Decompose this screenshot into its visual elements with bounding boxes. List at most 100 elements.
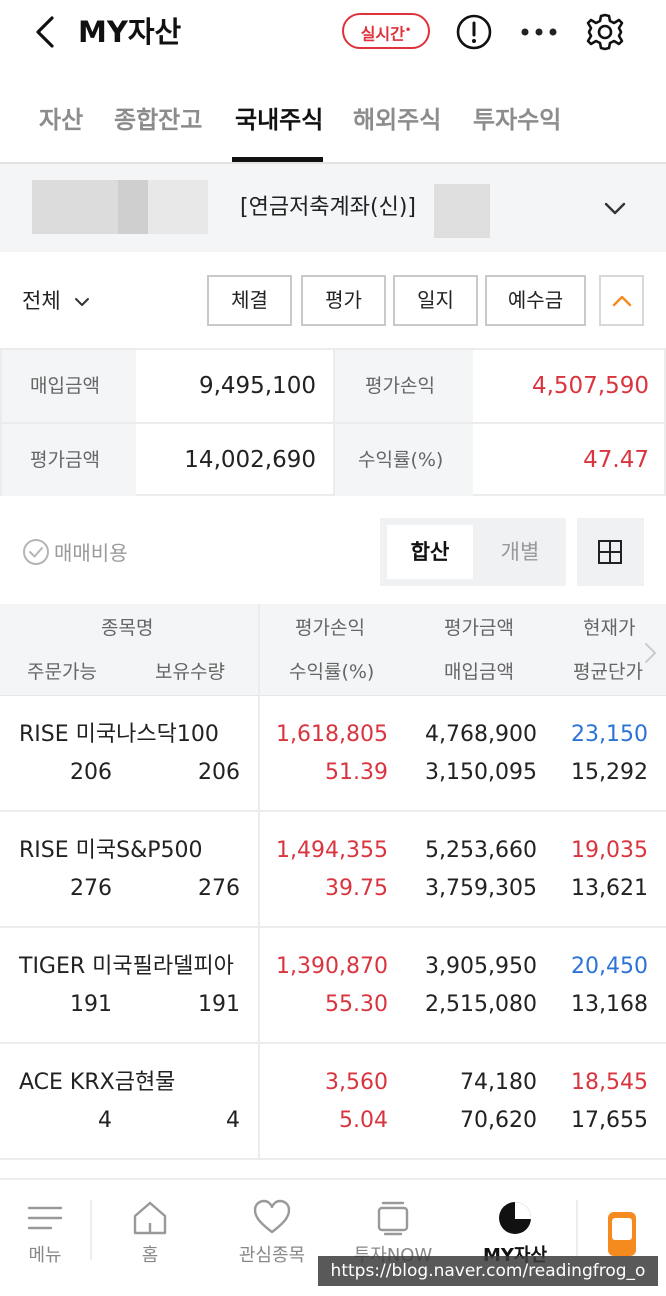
realtime-label: 실시간 bbox=[360, 24, 405, 44]
chevron-up-icon bbox=[612, 295, 632, 307]
blog-watermark: https://blog.naver.com/readingfrog_o bbox=[318, 1256, 658, 1286]
purchase-amount-label: 매입금액 bbox=[2, 350, 136, 422]
nav-separator bbox=[576, 1200, 578, 1260]
purchase-amount-value: 9,495,100 bbox=[198, 373, 316, 399]
realtime-dot: • bbox=[404, 25, 412, 36]
nav-menu[interactable]: 메뉴 bbox=[0, 1180, 90, 1296]
holdings-table-header: 종목명 주문가능 보유수량 평가손익 수익률(%) 평가금액 매입금액 현재가 … bbox=[0, 604, 666, 696]
masked-account-owner bbox=[32, 180, 118, 234]
eval-pl-value: 4,507,590 bbox=[531, 373, 649, 399]
chevron-right-icon[interactable] bbox=[640, 638, 660, 668]
nav-watchlist[interactable]: 관심종목 bbox=[218, 1180, 326, 1296]
journal-button[interactable]: 일지 bbox=[393, 275, 478, 326]
stock-name: ACE KRX금현물 bbox=[19, 1070, 176, 1095]
aggregate-combined-option[interactable]: 합산 bbox=[387, 525, 473, 579]
evaluation-button[interactable]: 평가 bbox=[301, 275, 386, 326]
avg-price: 13,621 bbox=[571, 876, 648, 901]
purchase-amount: 2,515,080 bbox=[425, 992, 537, 1017]
holding-row[interactable]: RISE 미국S&P500 276 276 1,494,355 39.75 5,253,6… bbox=[0, 812, 666, 928]
nav-app-shortcut[interactable] bbox=[586, 1180, 666, 1296]
eval-pl-label: 평가손익 bbox=[333, 350, 473, 422]
deposit-button[interactable]: 예수금 bbox=[485, 275, 586, 326]
header-purchase-amount: 매입금액 bbox=[444, 661, 514, 683]
avg-price: 17,655 bbox=[571, 1108, 648, 1133]
summary-panel: 매입금액 9,495,100 평가손익 4,507,590 평가금액 14,00… bbox=[0, 348, 666, 496]
account-selector[interactable]: [연금저축계좌(신)] bbox=[0, 164, 666, 252]
tab-bar: 자산 종합잔고 국내주식 해외주식 투자수익 bbox=[0, 78, 666, 164]
masked-account-owner-part bbox=[118, 180, 148, 234]
current-price: 23,150 bbox=[571, 722, 648, 747]
executions-button[interactable]: 체결 bbox=[207, 275, 292, 326]
invest-now-icon bbox=[377, 1201, 409, 1236]
nav-separator bbox=[90, 1200, 92, 1260]
avg-price: 13,168 bbox=[571, 992, 648, 1017]
tab-overseas-stocks[interactable]: 해외주식 bbox=[353, 106, 442, 134]
eval-pl: 1,390,870 bbox=[276, 954, 388, 979]
check-circle-icon bbox=[23, 539, 49, 565]
holding-row[interactable]: TIGER 미국필라델피아 191 191 1,390,870 55.30 3,905,9… bbox=[0, 928, 666, 1044]
pie-chart-icon bbox=[499, 1202, 531, 1234]
alert-icon[interactable] bbox=[454, 12, 494, 52]
eval-amount-value: 14,002,690 bbox=[184, 447, 316, 473]
return-rate: 39.75 bbox=[325, 876, 388, 901]
more-icon[interactable] bbox=[519, 12, 559, 52]
return-rate: 55.30 bbox=[325, 992, 388, 1017]
filter-label: 전체 bbox=[22, 289, 61, 313]
active-tab-indicator bbox=[232, 157, 323, 162]
grid-icon bbox=[598, 540, 622, 564]
return-rate-label: 수익률(%) bbox=[333, 424, 473, 496]
stock-name: RISE 미국S&P500 bbox=[19, 838, 203, 863]
eval-pl: 3,560 bbox=[325, 1070, 388, 1095]
realtime-button[interactable]: 실시간• bbox=[342, 13, 430, 49]
purchase-amount: 3,150,095 bbox=[425, 760, 537, 785]
masked-account-suffix bbox=[434, 184, 490, 238]
header-current-price: 현재가 bbox=[583, 617, 636, 639]
header-avg-price: 평균단가 bbox=[573, 661, 643, 683]
eval-amount: 4,768,900 bbox=[425, 722, 537, 747]
header-orderable: 주문가능 bbox=[27, 661, 97, 683]
stock-name: RISE 미국나스닥100 bbox=[19, 722, 219, 747]
eval-pl: 1,494,355 bbox=[276, 838, 388, 863]
tab-total-balance[interactable]: 종합잔고 bbox=[114, 106, 203, 134]
chevron-down-icon[interactable] bbox=[600, 194, 630, 224]
purchase-amount: 3,759,305 bbox=[425, 876, 537, 901]
purchase-amount: 70,620 bbox=[460, 1108, 537, 1133]
aggregate-toggle: 합산 개별 bbox=[380, 518, 566, 586]
return-rate-value: 47.47 bbox=[583, 447, 649, 473]
heart-icon bbox=[253, 1199, 291, 1234]
aggregate-individual-option[interactable]: 개별 bbox=[500, 540, 540, 564]
back-arrow-icon[interactable] bbox=[30, 12, 60, 52]
filter-dropdown[interactable]: 전체 bbox=[22, 286, 91, 316]
header-eval-amount: 평가금액 bbox=[444, 617, 514, 639]
holding-qty: 191 bbox=[198, 992, 240, 1017]
chevron-down-icon bbox=[75, 298, 90, 306]
nav-menu-label: 메뉴 bbox=[28, 1245, 62, 1266]
view-toggle-button[interactable] bbox=[577, 518, 644, 586]
eval-amount-label: 평가금액 bbox=[2, 424, 136, 496]
tab-investment-returns[interactable]: 투자수익 bbox=[473, 106, 562, 134]
holding-qty: 276 bbox=[198, 876, 240, 901]
orderable-qty: 191 bbox=[70, 992, 112, 1017]
gear-icon[interactable] bbox=[585, 12, 625, 52]
current-price: 18,545 bbox=[571, 1070, 648, 1095]
orderable-qty: 206 bbox=[70, 760, 112, 785]
header-eval-pl: 평가손익 bbox=[295, 617, 365, 639]
avg-price: 15,292 bbox=[571, 760, 648, 785]
nav-home[interactable]: 홈 bbox=[100, 1180, 200, 1296]
holding-row[interactable]: RISE 미국나스닥100 206 206 1,618,805 51.39 4,768,9… bbox=[0, 696, 666, 812]
tab-domestic-stocks[interactable]: 국내주식 bbox=[235, 106, 324, 134]
eval-amount: 5,253,660 bbox=[425, 838, 537, 863]
eval-amount: 74,180 bbox=[460, 1070, 537, 1095]
masked-account-number bbox=[148, 180, 208, 234]
summary-divider bbox=[2, 422, 666, 424]
tab-assets[interactable]: 자산 bbox=[39, 106, 84, 134]
nav-watchlist-label: 관심종목 bbox=[238, 1245, 306, 1266]
collapse-button[interactable] bbox=[599, 275, 644, 326]
home-icon bbox=[133, 1201, 167, 1235]
column-divider bbox=[258, 604, 260, 1160]
holding-qty: 4 bbox=[226, 1108, 240, 1133]
eval-amount: 3,905,950 bbox=[425, 954, 537, 979]
menu-icon bbox=[27, 1206, 63, 1230]
return-rate: 5.04 bbox=[339, 1108, 388, 1133]
holding-row[interactable]: ACE KRX금현물 4 4 3,560 5.04 74,180 70,620 18,545 1… bbox=[0, 1044, 666, 1160]
